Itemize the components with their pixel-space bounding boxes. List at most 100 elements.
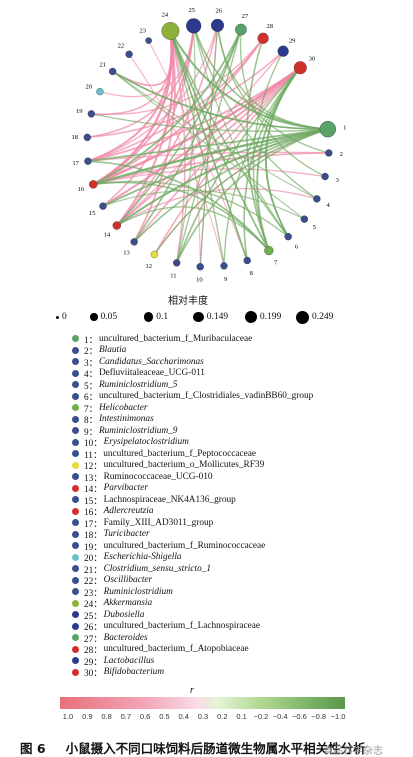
node-label-29: 29 xyxy=(289,37,296,44)
size-legend-label: 0.1 xyxy=(156,312,169,322)
taxa-number: 23： xyxy=(84,588,103,599)
taxa-number: 11： xyxy=(84,450,103,461)
taxa-color-dot xyxy=(72,496,79,504)
edge-6-25 xyxy=(193,25,289,237)
edge-14-4 xyxy=(116,187,318,227)
edge-4-21 xyxy=(112,71,318,200)
taxa-number: 24： xyxy=(84,600,103,611)
taxa-name: uncultured_bacterium_f_Ruminococcaceae xyxy=(103,540,266,551)
correlation-colorbar xyxy=(60,697,345,709)
taxa-color-dot xyxy=(72,461,79,469)
node-label-23: 23 xyxy=(139,28,146,35)
node-label-13: 13 xyxy=(123,249,130,256)
taxa-legend: 1： uncultured_bacterium_f_Muribaculaceae 2… xyxy=(72,333,412,679)
taxa-legend-item: 14： Parvibacter xyxy=(72,483,412,495)
size-legend-item: 0.249 xyxy=(296,309,333,325)
colorbar-tick: 0.1 xyxy=(236,712,247,721)
taxa-color-dot xyxy=(72,346,79,354)
taxa-name: uncultured_bacterium_f_Peptococcaceae xyxy=(103,448,257,459)
taxa-legend-item: 7： Helicobacter xyxy=(72,402,412,415)
taxa-number: 15： xyxy=(84,496,103,507)
taxa-number: 7： xyxy=(84,404,98,415)
taxa-legend-item: 30： Bifidobacterium xyxy=(72,667,412,679)
edge-9-22 xyxy=(128,53,225,267)
node-2 xyxy=(325,149,333,157)
node-label-3: 3 xyxy=(336,177,339,184)
taxa-name: Ruminiclostridium_5 xyxy=(98,379,178,390)
node-label-2: 2 xyxy=(340,151,343,158)
node-label-14: 14 xyxy=(104,232,111,239)
correlation-network: 1234567891011121314151617181920212223242… xyxy=(72,7,347,284)
size-legend-label: 0.249 xyxy=(312,312,334,322)
node-6 xyxy=(284,232,292,241)
edge-1-13 xyxy=(133,128,329,243)
taxa-name: Erysipelatoclostridium xyxy=(103,437,189,448)
edge-1-12 xyxy=(153,128,329,255)
colorbar-ticks: 1.0 0.9 0.8 0.7 0.6 0.5 0.4 0.3 0.2 0.1 −0.2 −0.4 −0… xyxy=(60,712,346,724)
colorbar-tick: −0.6 xyxy=(292,712,307,721)
edge-24-6 xyxy=(169,30,289,238)
taxa-number: 12： xyxy=(84,462,103,473)
taxa-name: Family_XIII_AD3011_group xyxy=(103,517,214,528)
taxa-name: Helicobacter xyxy=(98,402,148,413)
node-label-22: 22 xyxy=(118,42,125,49)
taxa-name: Parvibacter xyxy=(103,483,149,494)
node-layer xyxy=(83,18,337,271)
taxa-number: 4： xyxy=(84,370,98,381)
colorbar-tick: 0.3 xyxy=(197,712,209,721)
taxa-name: uncultured_bacterium_f_Atopobiaceae xyxy=(103,644,249,655)
edge-16-3 xyxy=(93,168,326,186)
edge-24-7 xyxy=(169,30,270,252)
node-25 xyxy=(186,18,202,34)
taxa-legend-item: 27： Bacteroides xyxy=(72,632,412,645)
taxa-legend-item: 1： uncultured_bacterium_f_Muribaculaceae xyxy=(72,333,412,346)
node-15 xyxy=(99,202,107,210)
node-label-6: 6 xyxy=(295,244,299,251)
taxa-name: Lactobacillus xyxy=(103,655,155,666)
edge-7-14 xyxy=(116,206,270,252)
taxa-number: 2： xyxy=(84,347,98,358)
size-legend: 0 0.05 0.1 0.149 0.199 0.249 xyxy=(56,309,376,329)
taxa-color-dot xyxy=(72,599,79,607)
size-legend-item: 0 xyxy=(56,309,67,325)
node-11 xyxy=(173,259,181,267)
taxa-legend-item: 2： Blautia xyxy=(72,345,412,357)
edge-27-14 xyxy=(116,29,242,227)
node-label-8: 8 xyxy=(250,270,253,277)
size-legend-dot xyxy=(193,311,204,323)
node-label-25: 25 xyxy=(188,7,195,14)
node-label-10: 10 xyxy=(196,277,203,284)
edge-7-17 xyxy=(87,160,270,252)
taxa-legend-item: 12： uncultured_bacterium_o_Mollicutes_RF3… xyxy=(72,460,412,472)
size-legend-dot xyxy=(56,315,59,319)
taxa-legend-item: 11： uncultured_bacterium_f_Peptococcaceae xyxy=(72,448,412,461)
size-legend-item: 0.1 xyxy=(144,309,168,325)
taxa-legend-item: 17： Family_XIII_AD3011_group xyxy=(72,517,412,530)
taxa-color-dot xyxy=(72,381,79,389)
colorbar-tick: 0.9 xyxy=(82,712,93,721)
taxa-number: 1： xyxy=(84,335,98,346)
node-label-1: 1 xyxy=(343,124,346,131)
node-23 xyxy=(145,37,152,44)
node-label-19: 19 xyxy=(76,108,83,115)
taxa-number: 30： xyxy=(84,669,103,680)
taxa-name: Ruminiclostridium_9 xyxy=(98,425,178,436)
taxa-name: Turicibacter xyxy=(103,529,150,540)
node-label-21: 21 xyxy=(100,61,107,68)
node-label-7: 7 xyxy=(274,260,278,267)
taxa-color-dot xyxy=(72,576,79,584)
edge-24-9 xyxy=(169,30,225,267)
taxa-legend-item: 5： Ruminiclostridium_5 xyxy=(72,379,412,392)
size-legend-dot xyxy=(144,312,154,322)
colorbar-tick: 1.0 xyxy=(62,712,74,721)
taxa-number: 20： xyxy=(84,554,103,565)
edge-27-13 xyxy=(133,29,242,243)
taxa-color-dot xyxy=(72,450,79,458)
taxa-number: 8： xyxy=(84,416,98,427)
taxa-number: 10： xyxy=(84,439,103,450)
node-12 xyxy=(150,250,159,259)
colorbar-label: r xyxy=(190,685,194,696)
taxa-legend-item: 23： Ruminiclostridium xyxy=(72,586,412,599)
colorbar-tick: 0.6 xyxy=(139,712,151,721)
edge-24-11 xyxy=(169,30,186,264)
